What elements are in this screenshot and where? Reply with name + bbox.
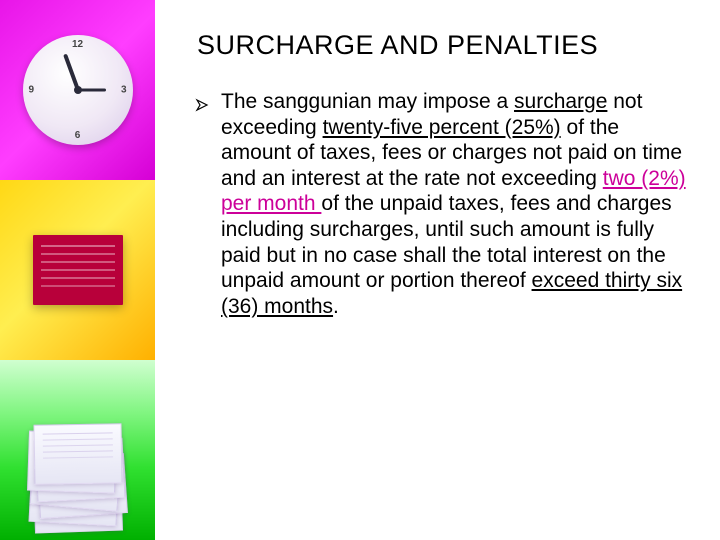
arrow-bullet-icon xyxy=(195,98,209,112)
slide-container: 12 3 6 9 SURCHARGE AND PENALTIES xyxy=(0,0,720,540)
tile-papers xyxy=(0,360,155,540)
sidebar-images: 12 3 6 9 xyxy=(0,0,155,540)
clock-icon: 12 3 6 9 xyxy=(23,35,133,145)
slide-title: SURCHARGE AND PENALTIES xyxy=(197,30,692,61)
tile-notecard xyxy=(0,180,155,360)
paper-stack-icon xyxy=(18,422,138,532)
body-text-5: . xyxy=(333,295,339,318)
underline-twentyfive: twenty-five percent (25%) xyxy=(323,116,561,139)
notecard-icon xyxy=(33,235,123,305)
tile-clock: 12 3 6 9 xyxy=(0,0,155,180)
body-row: The sanggunian may impose a surcharge no… xyxy=(187,89,692,319)
slide-content: SURCHARGE AND PENALTIES The sanggunian m… xyxy=(155,0,720,540)
underline-surcharge: surcharge xyxy=(514,90,607,113)
body-paragraph: The sanggunian may impose a surcharge no… xyxy=(221,89,692,319)
body-text-1: The sanggunian may impose a xyxy=(221,90,514,113)
